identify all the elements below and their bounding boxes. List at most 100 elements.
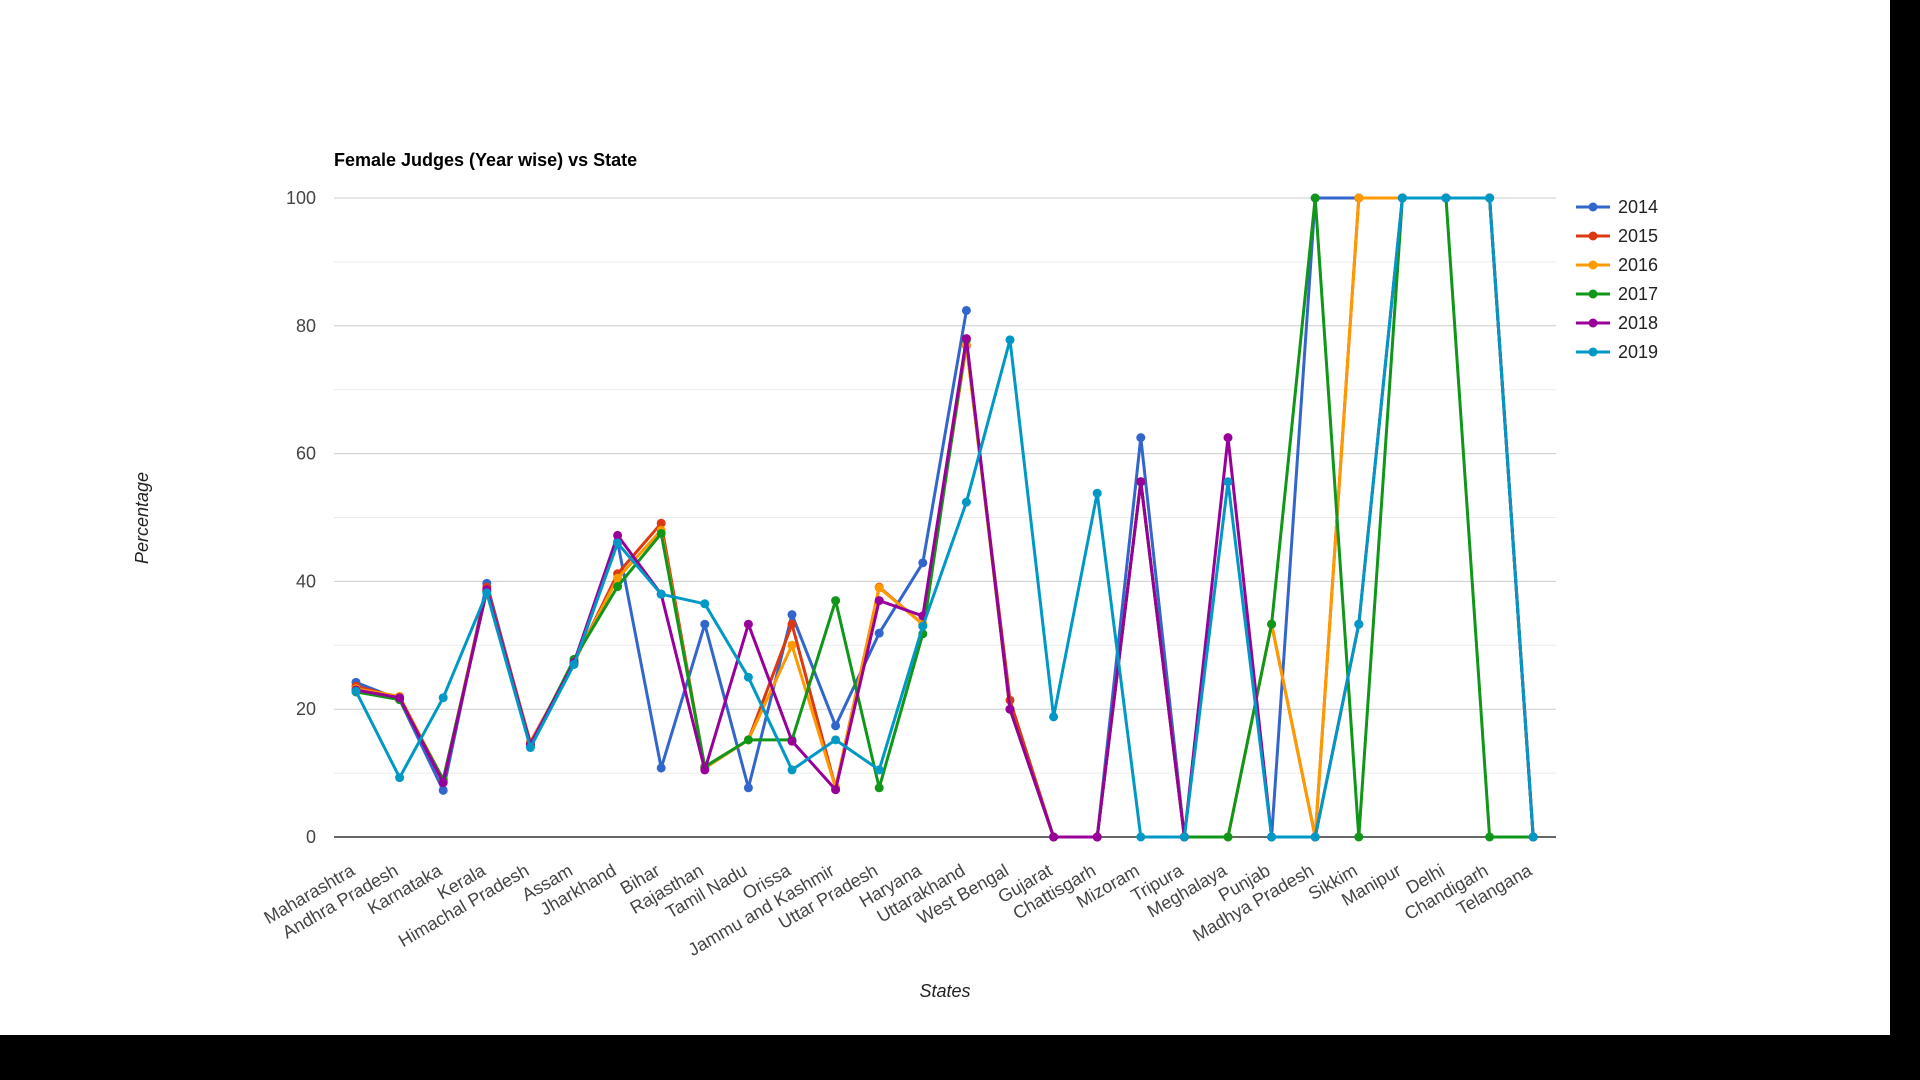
data-point[interactable] bbox=[961, 334, 971, 344]
data-point[interactable] bbox=[1136, 832, 1146, 842]
data-point[interactable] bbox=[656, 528, 666, 538]
data-point[interactable] bbox=[743, 619, 753, 629]
chart-title: Female Judges (Year wise) vs State bbox=[334, 150, 637, 170]
data-point[interactable] bbox=[1223, 477, 1233, 487]
data-point[interactable] bbox=[525, 743, 535, 753]
legend-swatch-marker bbox=[1588, 289, 1598, 299]
data-point[interactable] bbox=[1485, 193, 1495, 203]
legend-item-2014[interactable]: 2014 bbox=[1576, 197, 1658, 217]
data-point[interactable] bbox=[1049, 712, 1059, 722]
data-point[interactable] bbox=[831, 596, 841, 606]
data-point[interactable] bbox=[1049, 832, 1059, 842]
legend-swatch-marker bbox=[1588, 231, 1598, 241]
y-axis-label: Percentage bbox=[132, 472, 152, 564]
data-point[interactable] bbox=[1354, 832, 1364, 842]
data-point[interactable] bbox=[874, 583, 884, 593]
data-point[interactable] bbox=[874, 783, 884, 793]
data-point[interactable] bbox=[656, 589, 666, 599]
data-point[interactable] bbox=[1136, 477, 1146, 487]
y-tick-label: 100 bbox=[286, 188, 316, 208]
data-point[interactable] bbox=[1485, 832, 1495, 842]
data-point[interactable] bbox=[787, 619, 797, 629]
data-point[interactable] bbox=[1223, 433, 1233, 443]
legend-swatch-marker bbox=[1588, 202, 1598, 212]
data-point[interactable] bbox=[874, 765, 884, 775]
legend-swatch-marker bbox=[1588, 347, 1598, 357]
data-point[interactable] bbox=[700, 765, 710, 775]
data-point[interactable] bbox=[482, 588, 492, 598]
legend-label: 2016 bbox=[1618, 255, 1658, 275]
legend-item-2015[interactable]: 2015 bbox=[1576, 226, 1658, 246]
data-point[interactable] bbox=[1267, 832, 1277, 842]
legend-swatch-marker bbox=[1588, 318, 1598, 328]
series-lines bbox=[351, 193, 1538, 842]
legend-item-2016[interactable]: 2016 bbox=[1576, 255, 1658, 275]
data-point[interactable] bbox=[1267, 619, 1277, 629]
data-point[interactable] bbox=[961, 497, 971, 507]
data-point[interactable] bbox=[743, 735, 753, 745]
data-point[interactable] bbox=[874, 628, 884, 638]
legend-item-2019[interactable]: 2019 bbox=[1576, 342, 1658, 362]
y-tick-label: 0 bbox=[306, 827, 316, 847]
data-point[interactable] bbox=[395, 693, 405, 703]
data-point[interactable] bbox=[569, 659, 579, 669]
data-point[interactable] bbox=[700, 599, 710, 609]
y-tick-label: 20 bbox=[296, 699, 316, 719]
data-point[interactable] bbox=[613, 538, 623, 548]
data-point[interactable] bbox=[1005, 335, 1015, 345]
data-point[interactable] bbox=[1310, 193, 1320, 203]
data-point[interactable] bbox=[351, 686, 361, 696]
data-point[interactable] bbox=[787, 610, 797, 620]
series-2019 bbox=[351, 193, 1538, 842]
data-point[interactable] bbox=[1354, 193, 1364, 203]
data-point[interactable] bbox=[743, 672, 753, 682]
data-point[interactable] bbox=[1005, 704, 1015, 714]
data-point[interactable] bbox=[700, 619, 710, 629]
data-point[interactable] bbox=[1179, 832, 1189, 842]
data-point[interactable] bbox=[1310, 832, 1320, 842]
legend-label: 2015 bbox=[1618, 226, 1658, 246]
data-point[interactable] bbox=[1528, 832, 1538, 842]
data-point[interactable] bbox=[874, 596, 884, 606]
legend-item-2017[interactable]: 2017 bbox=[1576, 284, 1658, 304]
data-point[interactable] bbox=[656, 763, 666, 773]
gridlines bbox=[334, 197, 1556, 838]
data-point[interactable] bbox=[1092, 832, 1102, 842]
data-point[interactable] bbox=[395, 773, 405, 783]
legend-label: 2018 bbox=[1618, 313, 1658, 333]
data-point[interactable] bbox=[1136, 433, 1146, 443]
data-point[interactable] bbox=[918, 558, 928, 568]
line-chart: Female Judges (Year wise) vs State State… bbox=[132, 150, 1658, 1001]
data-point[interactable] bbox=[961, 305, 971, 315]
data-point[interactable] bbox=[787, 765, 797, 775]
data-point[interactable] bbox=[1441, 193, 1451, 203]
series-line bbox=[354, 344, 1186, 839]
legend: 2014 2015 2016 2017 2018 2019 bbox=[1576, 197, 1658, 362]
data-point[interactable] bbox=[1397, 193, 1407, 203]
data-point[interactable] bbox=[438, 785, 448, 795]
legend-item-2018[interactable]: 2018 bbox=[1576, 313, 1658, 333]
data-point[interactable] bbox=[656, 518, 666, 528]
data-point[interactable] bbox=[1354, 619, 1364, 629]
data-point[interactable] bbox=[918, 621, 928, 631]
data-point[interactable] bbox=[831, 785, 841, 795]
data-point[interactable] bbox=[613, 582, 623, 592]
y-tick-label: 80 bbox=[296, 316, 316, 336]
y-tick-label: 60 bbox=[296, 444, 316, 464]
data-point[interactable] bbox=[831, 735, 841, 745]
data-point[interactable] bbox=[831, 721, 841, 731]
y-tick-labels: 0 20 40 60 80 100 bbox=[286, 188, 316, 847]
data-point[interactable] bbox=[613, 573, 623, 583]
data-point[interactable] bbox=[438, 778, 448, 788]
y-tick-label: 40 bbox=[296, 571, 316, 591]
data-point[interactable] bbox=[787, 640, 797, 650]
data-point[interactable] bbox=[1223, 832, 1233, 842]
series-line bbox=[1052, 436, 1186, 839]
data-point[interactable] bbox=[438, 693, 448, 703]
data-point[interactable] bbox=[613, 530, 623, 540]
data-point[interactable] bbox=[743, 783, 753, 793]
data-point[interactable] bbox=[787, 736, 797, 746]
data-point[interactable] bbox=[1092, 488, 1102, 498]
series-line bbox=[354, 309, 968, 792]
